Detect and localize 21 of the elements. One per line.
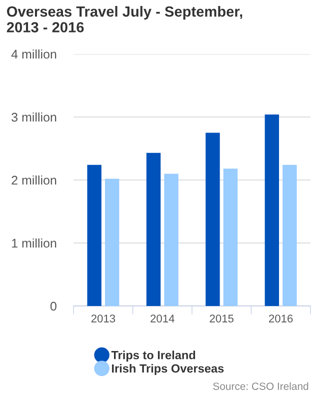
bar (206, 132, 220, 306)
bar (146, 152, 161, 306)
x-tick-label: 2016 (269, 314, 293, 322)
legend-label: Trips to Ireland (111, 350, 196, 362)
y-tick-label: 1 million (12, 238, 56, 248)
source-note: Source: CSO Ireland (213, 382, 308, 390)
y-tick-label: 0 (50, 302, 56, 311)
bar (164, 174, 178, 306)
bar (264, 114, 280, 306)
x-tick-label: 2014 (150, 314, 174, 322)
chart-title: Overseas Travel July - September, 2013 - 2016 (6, 6, 242, 32)
y-tick-label: 2 million (12, 175, 56, 185)
bar (282, 164, 297, 306)
y-tick-label: 3 million (12, 112, 56, 122)
legend-label: Irish Trips Overseas (112, 364, 224, 375)
bar (223, 168, 238, 306)
x-tick-label: 2013 (91, 314, 116, 322)
bar (104, 178, 120, 306)
x-tick-label: 2015 (210, 314, 234, 322)
bar (87, 164, 102, 306)
y-tick-label: 4 million (11, 49, 56, 59)
